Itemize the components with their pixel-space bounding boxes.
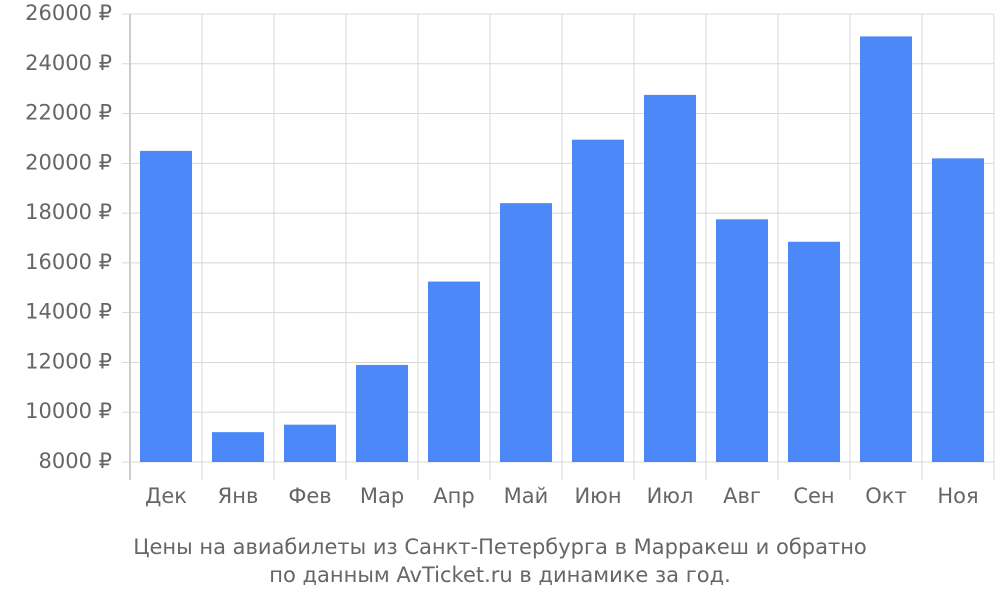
- bar: [932, 158, 984, 462]
- bar: [356, 364, 408, 462]
- bar: [428, 281, 480, 462]
- x-tick-label: Апр: [433, 484, 474, 508]
- y-tick-label: 22000 ₽: [25, 101, 112, 125]
- chart-title: по данным AvTicket.ru в динамике за год.: [269, 563, 731, 587]
- bar: [860, 36, 912, 463]
- bar: [644, 94, 696, 462]
- bar: [716, 219, 768, 462]
- bar: [500, 203, 552, 462]
- x-tick-label: Авг: [723, 484, 761, 508]
- x-tick-label: Июл: [647, 484, 694, 508]
- chart-title: Цены на авиабилеты из Санкт-Петербурга в…: [133, 535, 867, 559]
- y-tick-label: 20000 ₽: [25, 150, 112, 174]
- x-tick-label: Ноя: [937, 484, 978, 508]
- x-tick-label: Окт: [865, 484, 906, 508]
- bar: [788, 241, 840, 462]
- x-tick-label: Июн: [574, 484, 621, 508]
- y-tick-label: 12000 ₽: [25, 349, 112, 373]
- y-tick-label: 14000 ₽: [25, 300, 112, 324]
- x-tick-label: Сен: [793, 484, 834, 508]
- y-tick-label: 8000 ₽: [39, 449, 112, 473]
- x-tick-label: Май: [504, 484, 549, 508]
- y-tick-label: 10000 ₽: [25, 399, 112, 423]
- bar: [140, 150, 192, 462]
- x-tick-label: Янв: [218, 484, 259, 508]
- y-tick-label: 24000 ₽: [25, 51, 112, 75]
- x-tick-label: Фев: [288, 484, 331, 508]
- bar: [284, 424, 336, 462]
- y-tick-label: 16000 ₽: [25, 250, 112, 274]
- bar: [572, 139, 624, 462]
- y-tick-label: 26000 ₽: [25, 1, 112, 25]
- y-tick-label: 18000 ₽: [25, 200, 112, 224]
- bar: [212, 432, 264, 462]
- x-tick-label: Мар: [360, 484, 404, 508]
- x-tick-label: Дек: [145, 484, 187, 508]
